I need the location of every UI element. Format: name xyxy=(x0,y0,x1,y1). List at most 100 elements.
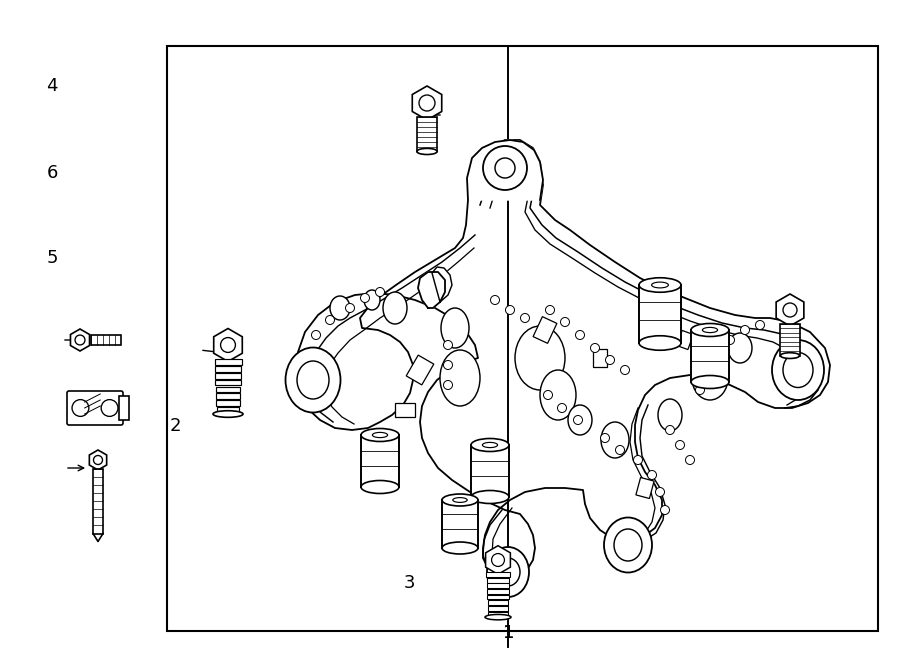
Polygon shape xyxy=(295,140,830,578)
Polygon shape xyxy=(486,546,510,574)
Ellipse shape xyxy=(440,350,480,406)
Ellipse shape xyxy=(361,481,399,494)
Circle shape xyxy=(573,416,582,424)
Circle shape xyxy=(620,366,629,375)
Circle shape xyxy=(545,305,554,315)
Circle shape xyxy=(495,158,515,178)
Bar xyxy=(361,435,399,487)
Ellipse shape xyxy=(361,428,399,442)
Bar xyxy=(417,118,437,151)
Circle shape xyxy=(561,317,570,327)
Bar xyxy=(216,393,240,399)
Ellipse shape xyxy=(702,327,717,332)
Circle shape xyxy=(655,488,664,496)
Bar xyxy=(488,600,508,605)
Circle shape xyxy=(557,403,566,412)
Circle shape xyxy=(575,330,584,340)
Ellipse shape xyxy=(515,326,565,390)
Ellipse shape xyxy=(728,333,752,363)
Circle shape xyxy=(783,303,797,317)
Circle shape xyxy=(491,553,504,566)
Bar xyxy=(217,407,239,413)
Bar xyxy=(216,401,239,406)
Circle shape xyxy=(220,338,236,352)
Text: 2: 2 xyxy=(170,417,181,436)
Ellipse shape xyxy=(568,405,592,435)
Ellipse shape xyxy=(601,422,629,458)
Bar xyxy=(471,445,509,497)
Ellipse shape xyxy=(691,323,729,336)
Circle shape xyxy=(590,344,599,352)
Ellipse shape xyxy=(441,308,469,348)
Circle shape xyxy=(520,313,529,323)
Ellipse shape xyxy=(652,282,669,288)
Ellipse shape xyxy=(614,529,642,561)
FancyBboxPatch shape xyxy=(67,391,123,425)
Circle shape xyxy=(755,321,764,329)
Text: 4: 4 xyxy=(47,77,58,95)
Ellipse shape xyxy=(285,348,340,412)
Circle shape xyxy=(616,446,625,455)
Bar xyxy=(215,366,241,371)
Bar xyxy=(533,317,557,343)
Bar xyxy=(215,379,240,385)
Ellipse shape xyxy=(604,518,652,572)
Ellipse shape xyxy=(783,352,813,387)
Bar xyxy=(119,396,129,420)
Circle shape xyxy=(375,288,384,297)
Circle shape xyxy=(75,335,85,345)
Ellipse shape xyxy=(373,432,388,438)
Ellipse shape xyxy=(417,148,437,155)
Text: 1: 1 xyxy=(503,624,514,642)
Circle shape xyxy=(491,295,500,305)
Text: 1: 1 xyxy=(503,624,514,642)
Bar xyxy=(639,285,681,343)
Circle shape xyxy=(600,434,609,442)
Ellipse shape xyxy=(658,399,682,431)
Ellipse shape xyxy=(383,292,407,324)
Ellipse shape xyxy=(471,438,509,451)
Polygon shape xyxy=(776,294,804,326)
Circle shape xyxy=(710,356,719,364)
Bar xyxy=(487,578,509,582)
Text: 6: 6 xyxy=(47,164,58,182)
Bar xyxy=(486,572,509,577)
Bar xyxy=(215,373,241,379)
Bar xyxy=(93,469,103,533)
Circle shape xyxy=(686,455,695,465)
Bar xyxy=(406,355,434,385)
Bar xyxy=(214,359,241,365)
Ellipse shape xyxy=(639,336,681,350)
Circle shape xyxy=(506,305,515,315)
Circle shape xyxy=(741,325,750,334)
Bar xyxy=(395,403,415,417)
Ellipse shape xyxy=(482,442,498,447)
Circle shape xyxy=(419,95,435,111)
Bar xyxy=(691,330,729,382)
Polygon shape xyxy=(418,272,445,308)
Ellipse shape xyxy=(772,340,824,400)
Circle shape xyxy=(444,381,453,389)
Circle shape xyxy=(676,440,685,449)
Bar xyxy=(593,349,607,367)
Ellipse shape xyxy=(487,547,529,597)
Ellipse shape xyxy=(213,410,243,417)
Circle shape xyxy=(72,400,89,416)
Circle shape xyxy=(661,506,670,514)
Polygon shape xyxy=(412,86,442,120)
Circle shape xyxy=(606,356,615,364)
Bar xyxy=(91,335,121,345)
Ellipse shape xyxy=(453,498,467,502)
Polygon shape xyxy=(70,329,89,351)
Text: 3: 3 xyxy=(404,574,415,592)
Ellipse shape xyxy=(364,290,380,310)
Polygon shape xyxy=(467,140,543,200)
Ellipse shape xyxy=(692,356,728,400)
Bar xyxy=(216,387,240,393)
Ellipse shape xyxy=(780,353,799,358)
Bar xyxy=(636,477,654,498)
Circle shape xyxy=(444,340,453,350)
Circle shape xyxy=(544,391,553,399)
Circle shape xyxy=(665,426,674,434)
Circle shape xyxy=(311,330,320,340)
